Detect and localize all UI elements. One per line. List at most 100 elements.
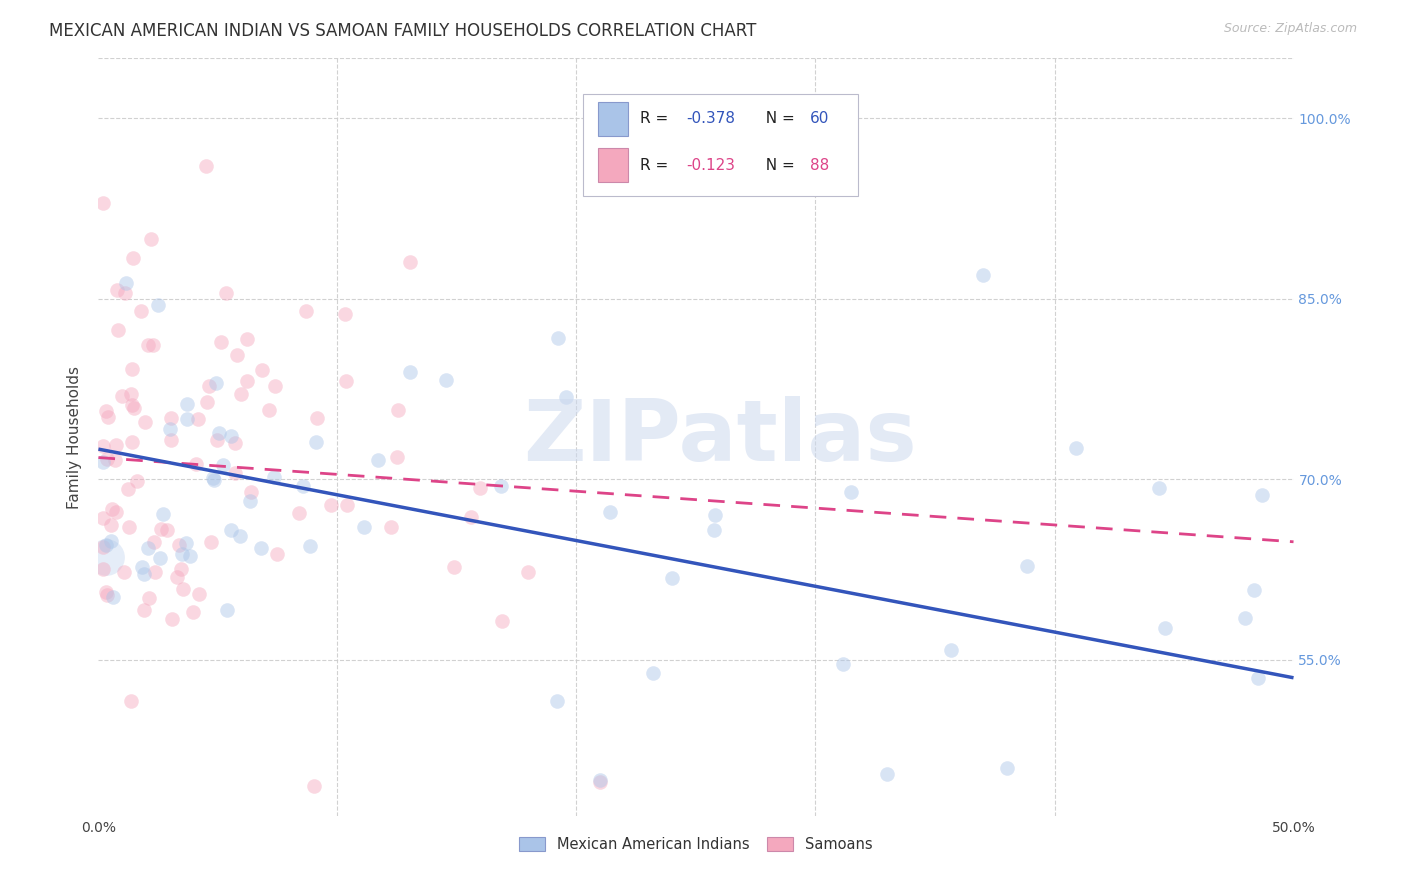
Point	[174, 536, 197, 550]
Point	[141, 231, 163, 245]
Point	[184, 457, 207, 471]
Point	[217, 603, 239, 617]
Point	[202, 470, 225, 484]
Point	[198, 379, 221, 393]
Point	[96, 452, 118, 467]
Point	[491, 614, 513, 628]
Point	[142, 338, 165, 352]
Point	[91, 511, 114, 525]
Text: N =: N =	[756, 112, 800, 126]
Point	[229, 386, 252, 401]
Point	[122, 251, 145, 265]
Point	[105, 284, 128, 298]
Point	[159, 410, 181, 425]
Point	[460, 510, 482, 524]
Text: R =: R =	[640, 112, 673, 126]
Point	[122, 401, 145, 416]
Point	[96, 404, 118, 418]
Point	[387, 403, 409, 417]
Point	[159, 434, 181, 448]
Point	[112, 565, 135, 579]
Point	[661, 571, 683, 585]
Point	[97, 409, 120, 424]
Text: 88: 88	[810, 158, 830, 172]
Point	[202, 473, 225, 487]
Point	[183, 606, 205, 620]
Point	[302, 779, 325, 793]
Point	[173, 582, 195, 596]
Point	[170, 547, 193, 561]
Point	[295, 304, 318, 318]
Point	[176, 397, 198, 411]
Point	[398, 255, 420, 269]
Point	[292, 479, 315, 493]
Point	[91, 562, 114, 576]
Point	[187, 411, 209, 425]
Point	[221, 428, 243, 442]
Point	[335, 374, 357, 388]
Point	[1243, 582, 1265, 597]
Point	[200, 534, 222, 549]
Point	[121, 399, 143, 413]
Point	[876, 767, 898, 781]
Point	[121, 362, 143, 376]
Point	[443, 560, 465, 574]
Text: -0.123: -0.123	[686, 158, 735, 172]
Point	[264, 378, 287, 392]
Point	[385, 450, 408, 464]
Point	[468, 482, 491, 496]
Point	[298, 539, 321, 553]
Point	[159, 422, 181, 436]
Point	[1064, 441, 1087, 455]
Point	[589, 775, 612, 789]
Point	[134, 603, 156, 617]
Point	[136, 338, 159, 352]
Point	[219, 523, 242, 537]
Point	[229, 529, 252, 543]
Point	[117, 483, 139, 497]
Point	[160, 612, 183, 626]
Point	[94, 538, 117, 552]
Point	[176, 412, 198, 426]
Point	[149, 550, 172, 565]
Point	[120, 694, 142, 708]
Legend: Mexican American Indians, Samoans: Mexican American Indians, Samoans	[513, 831, 879, 858]
Point	[208, 425, 231, 440]
Point	[367, 452, 389, 467]
Point	[215, 286, 238, 301]
Point	[972, 268, 994, 282]
Point	[91, 438, 114, 452]
Point	[121, 434, 143, 449]
Point	[224, 436, 246, 450]
Point	[236, 374, 259, 388]
Point	[134, 566, 156, 581]
Point	[287, 506, 309, 520]
Point	[120, 387, 142, 401]
Point	[195, 395, 218, 409]
Point	[104, 437, 127, 451]
Point	[266, 547, 288, 561]
Text: R =: R =	[640, 158, 673, 172]
Point	[547, 331, 569, 345]
Point	[149, 523, 172, 537]
Point	[205, 433, 228, 447]
Point	[240, 484, 263, 499]
Point	[152, 508, 174, 522]
Point	[110, 388, 132, 402]
Point	[398, 365, 420, 379]
Point	[703, 508, 725, 522]
Point	[167, 537, 190, 551]
Point	[129, 304, 152, 318]
Point	[211, 458, 233, 472]
Point	[546, 694, 568, 708]
Point	[138, 541, 160, 555]
Text: 60: 60	[810, 112, 830, 126]
Point	[138, 591, 160, 606]
Point	[336, 498, 359, 512]
Point	[1153, 622, 1175, 636]
Point	[599, 505, 621, 519]
Point	[236, 332, 259, 346]
Text: N =: N =	[756, 158, 800, 172]
Point	[91, 455, 114, 469]
Point	[224, 466, 246, 480]
